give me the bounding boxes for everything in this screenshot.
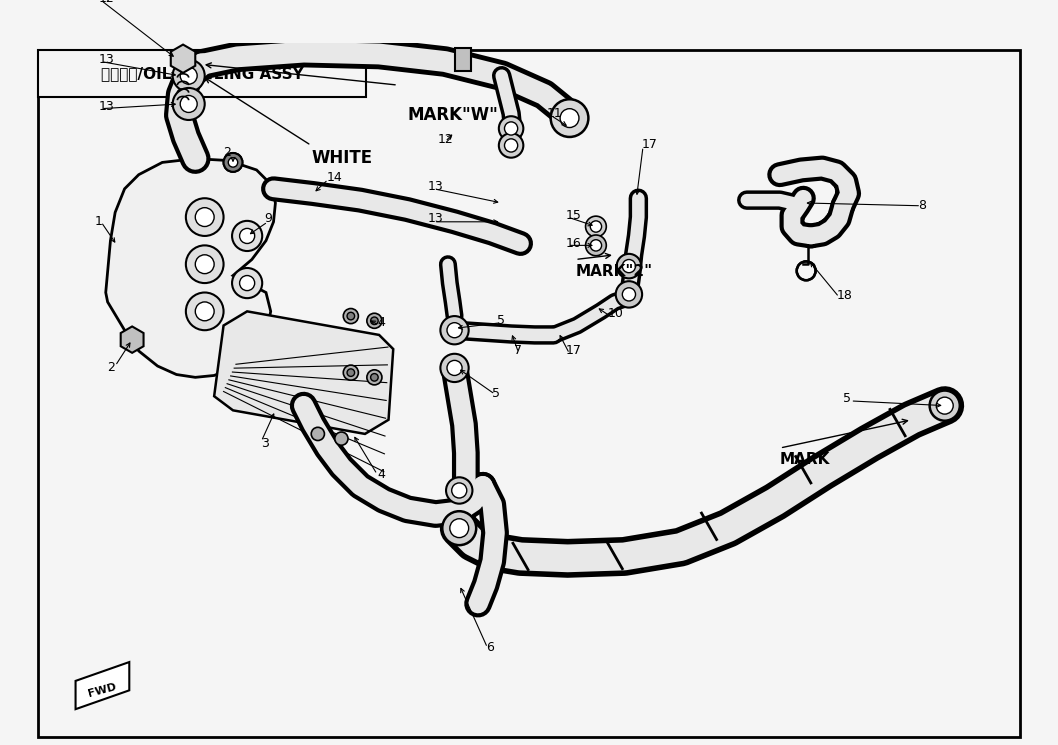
Text: 4: 4	[378, 468, 385, 481]
Text: 15: 15	[566, 209, 582, 222]
Text: 8: 8	[918, 199, 927, 212]
Circle shape	[446, 361, 462, 375]
Circle shape	[232, 268, 262, 298]
Circle shape	[440, 354, 469, 382]
Circle shape	[440, 316, 469, 344]
Text: MARK: MARK	[780, 452, 831, 467]
Circle shape	[172, 60, 204, 92]
Circle shape	[367, 370, 382, 385]
Text: 10: 10	[607, 307, 623, 320]
Circle shape	[590, 240, 602, 251]
Circle shape	[505, 139, 517, 152]
Text: 14: 14	[326, 171, 342, 184]
Text: 17: 17	[566, 344, 582, 358]
Circle shape	[172, 88, 204, 120]
Circle shape	[930, 390, 960, 421]
Circle shape	[370, 373, 378, 381]
Circle shape	[180, 95, 197, 112]
Circle shape	[446, 323, 462, 337]
Circle shape	[347, 369, 354, 376]
Text: 1: 1	[94, 215, 103, 228]
Text: 5: 5	[492, 387, 500, 400]
Circle shape	[196, 255, 214, 273]
Circle shape	[334, 432, 348, 446]
Text: 2: 2	[223, 147, 232, 159]
Circle shape	[505, 122, 517, 135]
Text: 9: 9	[264, 212, 272, 226]
Circle shape	[616, 281, 642, 308]
Circle shape	[622, 259, 636, 273]
Circle shape	[560, 109, 579, 127]
Polygon shape	[75, 662, 129, 709]
Text: 16: 16	[566, 237, 582, 250]
Text: 7: 7	[514, 344, 522, 358]
Circle shape	[229, 158, 238, 167]
Circle shape	[223, 153, 242, 172]
Text: 13: 13	[428, 180, 444, 194]
Circle shape	[498, 116, 524, 141]
Circle shape	[498, 133, 524, 158]
Circle shape	[239, 229, 255, 244]
Text: 18: 18	[836, 289, 852, 302]
Text: 3: 3	[261, 437, 269, 450]
Circle shape	[622, 288, 636, 301]
Polygon shape	[121, 326, 144, 353]
Text: 13: 13	[428, 212, 444, 226]
Text: 4: 4	[378, 316, 385, 329]
Circle shape	[585, 216, 606, 237]
Text: 13: 13	[98, 53, 114, 66]
Circle shape	[186, 245, 223, 283]
Circle shape	[343, 308, 359, 323]
Circle shape	[186, 198, 223, 236]
Circle shape	[590, 221, 602, 232]
Text: MARK"W": MARK"W"	[407, 107, 498, 124]
Circle shape	[239, 276, 255, 291]
Circle shape	[585, 235, 606, 256]
Circle shape	[232, 221, 262, 251]
Circle shape	[617, 254, 641, 279]
Circle shape	[442, 511, 476, 545]
Text: 12: 12	[98, 0, 114, 5]
FancyBboxPatch shape	[38, 50, 1020, 738]
Circle shape	[446, 478, 473, 504]
Text: MARK"2": MARK"2"	[576, 264, 653, 279]
Circle shape	[223, 153, 242, 172]
Text: 5: 5	[497, 314, 505, 327]
Text: 12: 12	[438, 133, 453, 146]
Circle shape	[936, 397, 953, 414]
Text: 油冷器组/OIL COOLING ASSY: 油冷器组/OIL COOLING ASSY	[101, 66, 304, 81]
Circle shape	[180, 67, 197, 84]
Circle shape	[343, 365, 359, 380]
Text: 13: 13	[98, 101, 114, 113]
Circle shape	[196, 208, 214, 226]
Circle shape	[452, 483, 467, 498]
Circle shape	[347, 312, 354, 320]
Text: 6: 6	[486, 641, 493, 654]
Circle shape	[450, 519, 469, 538]
FancyBboxPatch shape	[455, 48, 472, 71]
Text: 5: 5	[843, 392, 851, 405]
Text: FWD: FWD	[87, 682, 117, 699]
Circle shape	[311, 428, 325, 440]
Text: WHITE: WHITE	[311, 149, 372, 167]
Text: 17: 17	[641, 138, 657, 151]
Polygon shape	[106, 159, 275, 378]
Circle shape	[550, 99, 588, 137]
FancyBboxPatch shape	[38, 50, 366, 98]
Circle shape	[186, 293, 223, 330]
Circle shape	[196, 302, 214, 321]
Text: 2: 2	[108, 361, 115, 375]
Text: 11: 11	[547, 107, 563, 120]
Polygon shape	[214, 311, 394, 434]
Polygon shape	[170, 45, 196, 73]
Circle shape	[367, 313, 382, 329]
Circle shape	[370, 317, 378, 325]
